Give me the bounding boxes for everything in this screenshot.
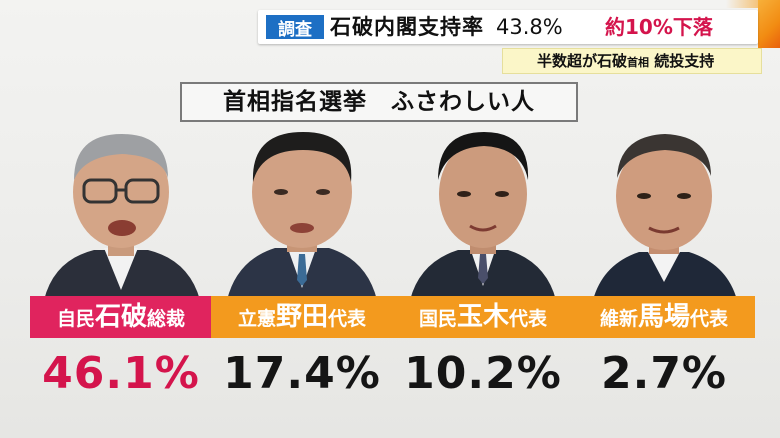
name-label-baba: 維新馬場代表 [573, 296, 755, 338]
surname-label: 馬場 [637, 302, 690, 332]
party-label: 自民 [56, 308, 95, 330]
party-label: 国民 [418, 308, 457, 330]
role-label: 代表 [509, 308, 548, 330]
news-ticker: 調査 石破内閣支持率 43.8% 約10%下落 [258, 10, 758, 44]
percent-noda: 17.4% [223, 348, 381, 399]
corner-accent-stripe [726, 0, 780, 8]
portrait-tamaki [396, 120, 570, 300]
name-label-noda: 立憲野田代表 [211, 296, 393, 338]
surname-label: 石破 [94, 302, 147, 332]
candidate-card-tamaki: 国民玉木代表 10.2% [392, 120, 574, 438]
party-label: 立憲 [237, 308, 276, 330]
portrait-noda [215, 120, 389, 300]
sub-headline: 半数超が石破首相 続投支持 [502, 48, 762, 74]
portrait-ishiba [34, 120, 208, 300]
name-label-ishiba: 自民石破総裁 [30, 296, 212, 338]
percent-tamaki: 10.2% [404, 348, 562, 399]
survey-tag: 調査 [266, 15, 324, 40]
sub-headline-prefix: 半数超が石破 [537, 52, 628, 70]
corner-accent [758, 0, 780, 48]
candidate-card-ishiba: 自民石破総裁 46.1% [30, 120, 212, 438]
candidate-card-baba: 維新馬場代表 2.7% [573, 120, 755, 438]
role-label: 代表 [690, 308, 729, 330]
portrait-baba [577, 120, 751, 300]
party-label: 維新 [599, 308, 638, 330]
sub-headline-suffix: 続投支持 [654, 52, 715, 70]
role-label: 代表 [328, 308, 367, 330]
sub-headline-small: 首相 [627, 56, 650, 69]
headline-change: 約10%下落 [605, 15, 713, 39]
role-label: 総裁 [147, 308, 186, 330]
name-label-tamaki: 国民玉木代表 [392, 296, 574, 338]
percent-ishiba: 46.1% [42, 348, 200, 399]
surname-label: 玉木 [456, 302, 509, 332]
headline-approval: 石破内閣支持率 [330, 15, 484, 39]
candidate-card-noda: 立憲野田代表 17.4% [211, 120, 393, 438]
surname-label: 野田 [275, 302, 328, 332]
question-title: 首相指名選挙 ふさわしい人 [180, 82, 578, 122]
percent-baba: 2.7% [600, 348, 728, 399]
headline-value: 43.8% [496, 15, 563, 39]
